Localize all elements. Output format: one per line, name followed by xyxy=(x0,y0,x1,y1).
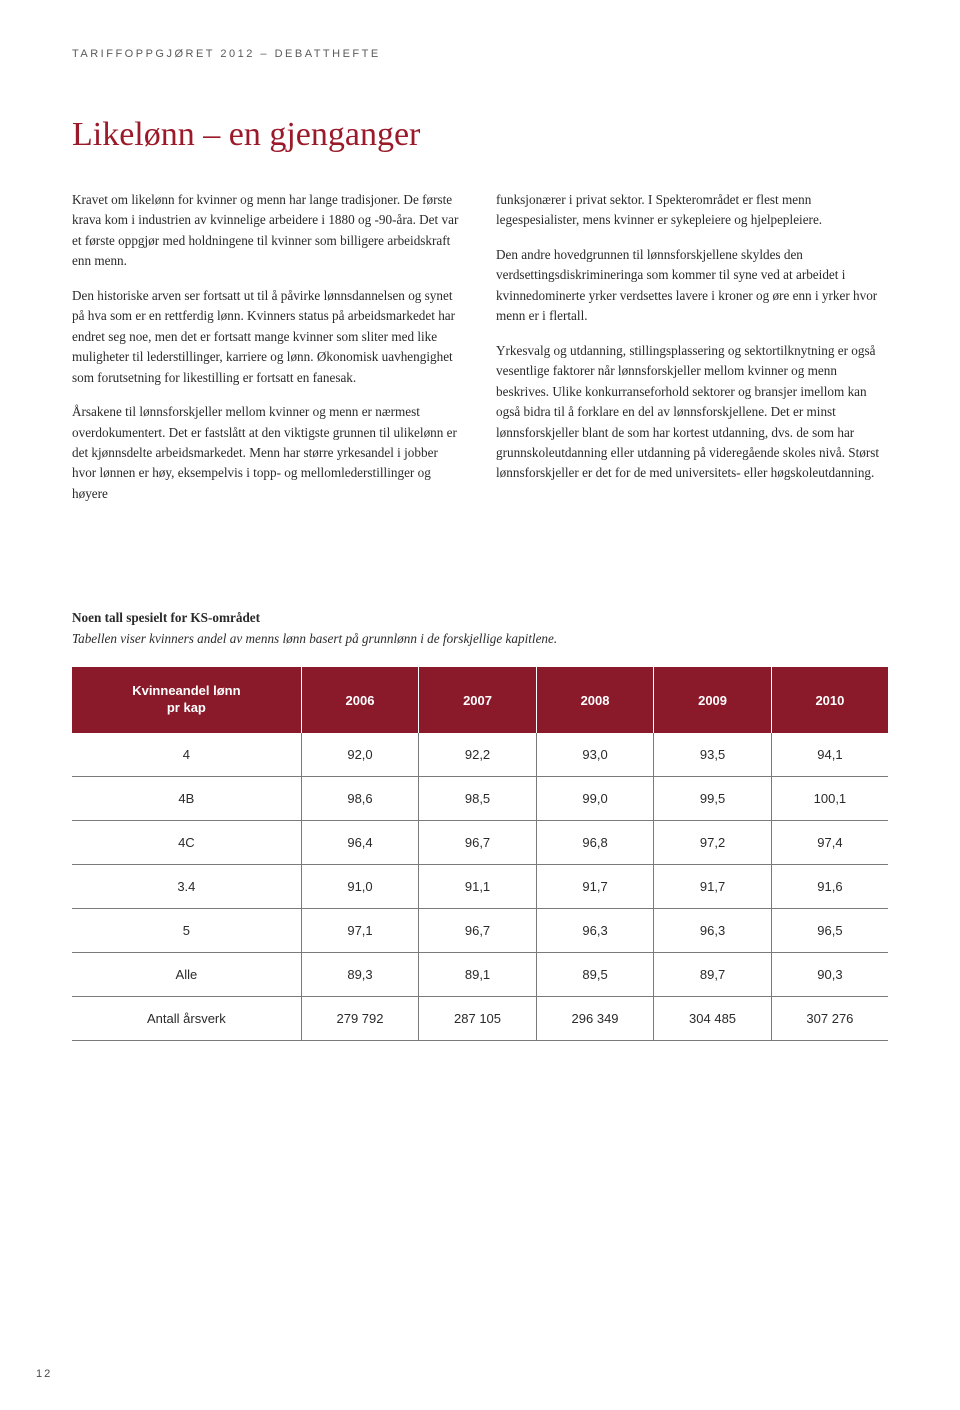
table-cell: Antall årsverk xyxy=(72,997,301,1041)
table-header-cell: 2009 xyxy=(654,667,772,733)
table-cell: 97,4 xyxy=(771,821,888,865)
table-cell: 92,0 xyxy=(301,733,419,777)
table-row: 4C96,496,796,897,297,4 xyxy=(72,821,888,865)
table-header-cell: Kvinneandel lønn pr kap xyxy=(72,667,301,733)
table-cell: 89,3 xyxy=(301,953,419,997)
table-cell: 93,0 xyxy=(536,733,654,777)
table-cell: 98,6 xyxy=(301,777,419,821)
table-cell: 100,1 xyxy=(771,777,888,821)
table-cell: 96,7 xyxy=(419,909,537,953)
page-title: Likelønn – en gjenganger xyxy=(72,116,888,154)
page-number: 12 xyxy=(36,1368,52,1380)
table-row: 3.491,091,191,791,791,6 xyxy=(72,865,888,909)
paragraph: Årsakene til lønnsforskjeller mellom kvi… xyxy=(72,402,464,504)
table-cell: 5 xyxy=(72,909,301,953)
table-cell: 287 105 xyxy=(419,997,537,1041)
table-cell: 97,1 xyxy=(301,909,419,953)
table-cell: 97,2 xyxy=(654,821,772,865)
table-cell: 89,7 xyxy=(654,953,772,997)
right-column: funksjonærer i privat sektor. I Spektero… xyxy=(496,190,888,518)
table-cell: 98,5 xyxy=(419,777,537,821)
table-row: Alle89,389,189,589,790,3 xyxy=(72,953,888,997)
paragraph: funksjonærer i privat sektor. I Spektero… xyxy=(496,190,888,231)
table-cell: 296 349 xyxy=(536,997,654,1041)
table-header-row: Kvinneandel lønn pr kap 2006 2007 2008 2… xyxy=(72,667,888,733)
header-line: Kvinneandel lønn xyxy=(132,683,240,698)
paragraph: Den andre hovedgrunnen til lønnsforskjel… xyxy=(496,245,888,327)
body-columns: Kravet om likelønn for kvinner og menn h… xyxy=(72,190,888,518)
table-header-cell: 2010 xyxy=(771,667,888,733)
table-cell: 89,5 xyxy=(536,953,654,997)
table-cell: 3.4 xyxy=(72,865,301,909)
table-cell: 307 276 xyxy=(771,997,888,1041)
table-header-cell: 2007 xyxy=(419,667,537,733)
table-cell: 4 xyxy=(72,733,301,777)
table-row: 4B98,698,599,099,5100,1 xyxy=(72,777,888,821)
table-row: 597,196,796,396,396,5 xyxy=(72,909,888,953)
paragraph: Kravet om likelønn for kvinner og menn h… xyxy=(72,190,464,272)
table-cell: 304 485 xyxy=(654,997,772,1041)
table-cell: 99,0 xyxy=(536,777,654,821)
table-cell: 99,5 xyxy=(654,777,772,821)
header-kicker: TARIFFOPPGJØRET 2012 – DEBATTHEFTE xyxy=(72,48,888,60)
table-cell: 96,5 xyxy=(771,909,888,953)
table-cell: 96,3 xyxy=(536,909,654,953)
left-column: Kravet om likelønn for kvinner og menn h… xyxy=(72,190,464,518)
table-row: 492,092,293,093,594,1 xyxy=(72,733,888,777)
table-cell: 4B xyxy=(72,777,301,821)
table-cell: 91,6 xyxy=(771,865,888,909)
table-cell: 89,1 xyxy=(419,953,537,997)
table-cell: 96,8 xyxy=(536,821,654,865)
table-row: Antall årsverk279 792287 105296 349304 4… xyxy=(72,997,888,1041)
paragraph: Den historiske arven ser fortsatt ut til… xyxy=(72,286,464,388)
table-cell: 279 792 xyxy=(301,997,419,1041)
paragraph: Yrkesvalg og utdanning, stillingsplasser… xyxy=(496,341,888,484)
table-cell: 4C xyxy=(72,821,301,865)
table-cell: Alle xyxy=(72,953,301,997)
table-cell: 93,5 xyxy=(654,733,772,777)
table-cell: 94,1 xyxy=(771,733,888,777)
table-cell: 91,0 xyxy=(301,865,419,909)
table-cell: 91,7 xyxy=(654,865,772,909)
table-cell: 91,7 xyxy=(536,865,654,909)
table-cell: 90,3 xyxy=(771,953,888,997)
table-cell: 96,4 xyxy=(301,821,419,865)
table-cell: 96,7 xyxy=(419,821,537,865)
table-cell: 91,1 xyxy=(419,865,537,909)
table-header-cell: 2008 xyxy=(536,667,654,733)
header-line: pr kap xyxy=(167,700,206,715)
table-intro-heading: Noen tall spesielt for KS-området xyxy=(72,610,260,625)
table-header-cell: 2006 xyxy=(301,667,419,733)
table-intro: Noen tall spesielt for KS-området Tabell… xyxy=(72,608,888,649)
table-intro-caption: Tabellen viser kvinners andel av menns l… xyxy=(72,631,557,646)
wage-share-table: Kvinneandel lønn pr kap 2006 2007 2008 2… xyxy=(72,667,888,1041)
table-cell: 96,3 xyxy=(654,909,772,953)
table-cell: 92,2 xyxy=(419,733,537,777)
